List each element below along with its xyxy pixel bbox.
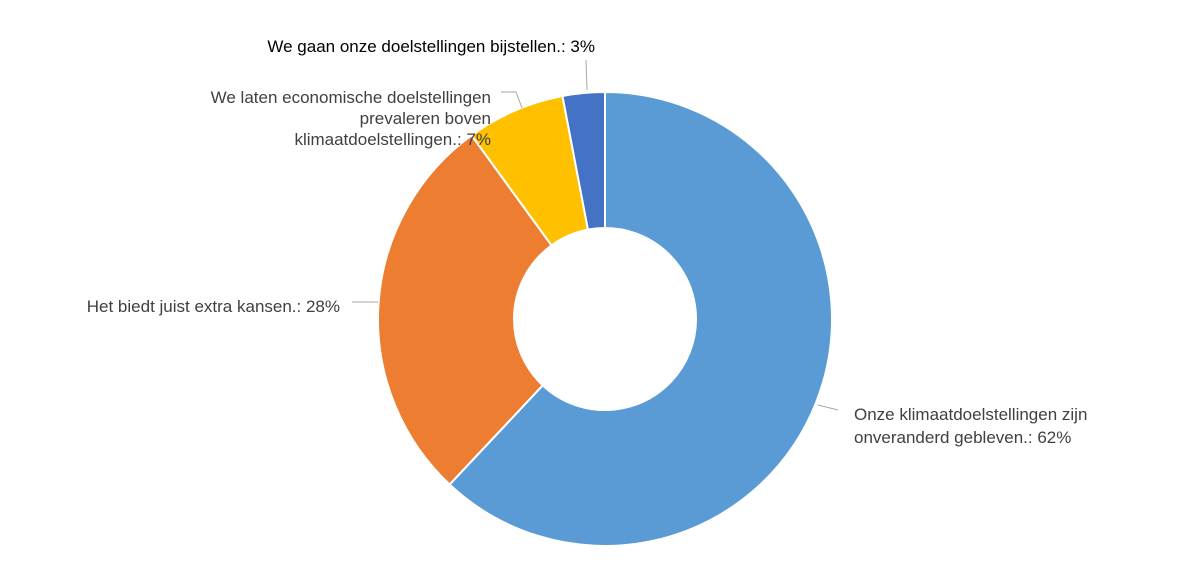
data-label-line: onveranderd gebleven.: 62% — [854, 428, 1071, 447]
data-label-onze-klimaatdoelstellingen-zijn-onverand: Onze klimaatdoelstellingen zijn onverande… — [854, 405, 1087, 447]
slice-we-gaan-onze-doelstellingen-bijstellen — [561, 90, 606, 231]
data-label-line: We laten economische doelstellingen — [211, 88, 491, 107]
labels-group: Onze klimaatdoelstellingen zijn onverande… — [87, 37, 1088, 447]
data-label-we-gaan-onze-doelstellingen-bijstellen: We gaan onze doelstellingen bijstellen.:… — [267, 37, 595, 56]
data-label-line: prevaleren boven — [360, 109, 491, 128]
leader-lines-group — [352, 59, 839, 411]
slice-het-biedt-juist-extra-kansen — [377, 133, 553, 486]
data-label-line: Onze klimaatdoelstellingen zijn — [854, 405, 1087, 424]
data-label-we-laten-economische-doelstellingen-prev: We laten economische doelstellingen preva… — [211, 88, 491, 149]
data-label-line: We gaan onze doelstellingen bijstellen.:… — [267, 37, 595, 56]
data-label-het-biedt-juist-extra-kansen: Het biedt juist extra kansen.: 28% — [87, 297, 340, 316]
leader-line-we-gaan-onze-doelstellingen-bijstellen — [585, 59, 588, 91]
data-label-line: Het biedt juist extra kansen.: 28% — [87, 297, 340, 316]
data-label-line: klimaatdoelstellingen.: 7% — [294, 130, 491, 149]
leader-line-onze-klimaatdoelstellingen-zijn-onverand — [817, 404, 839, 411]
leader-line-we-laten-economische-doelstellingen-prev — [501, 91, 523, 109]
slice-onze-klimaatdoelstellingen-zijn-onverand — [448, 90, 833, 547]
slices-group — [377, 90, 833, 547]
